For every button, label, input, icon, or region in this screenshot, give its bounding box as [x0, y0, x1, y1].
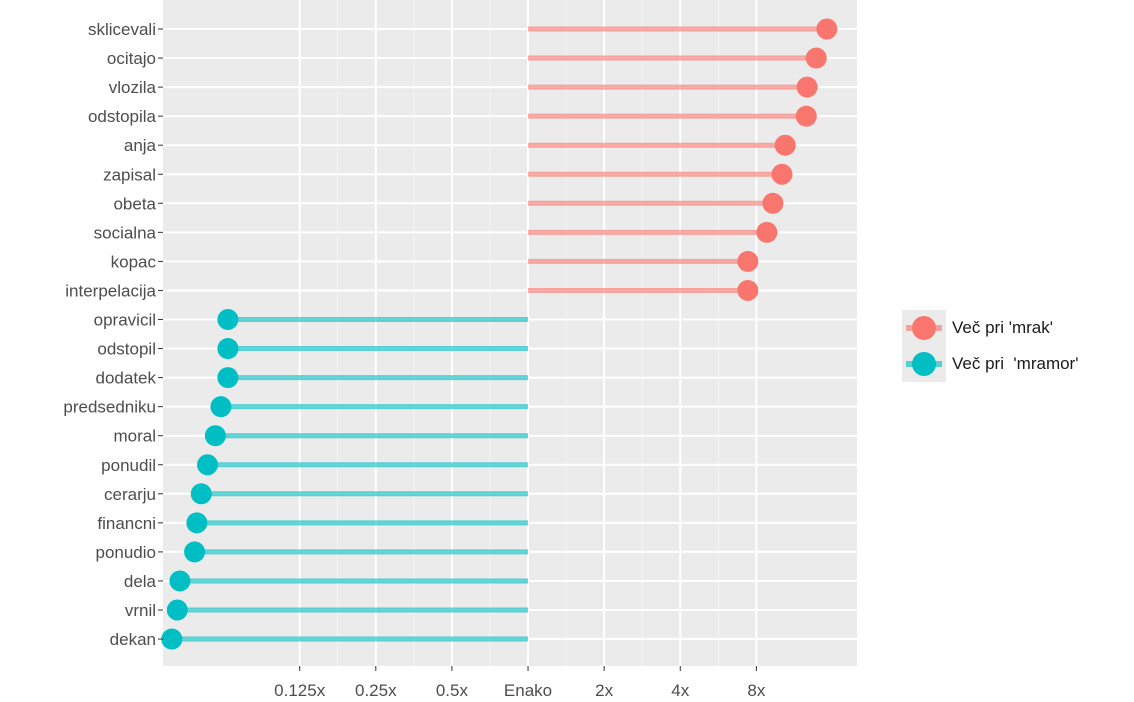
- y-axis-ticks: [158, 28, 163, 640]
- category-label: socialna: [94, 223, 157, 242]
- category-label: ocitajo: [107, 49, 156, 68]
- category-label: zapisal: [103, 165, 156, 184]
- category-label: anja: [124, 136, 157, 155]
- plot-panel: [163, 0, 857, 666]
- category-label: vrnil: [125, 601, 156, 620]
- lollipop-point-dela: [169, 570, 191, 592]
- x-tick-label: 0.25x: [355, 681, 397, 700]
- category-label: dela: [124, 572, 157, 591]
- lollipop-point-sklicevali: [816, 18, 838, 40]
- category-label: sklicevali: [88, 20, 156, 39]
- lollipop-point-cerarju: [190, 483, 212, 505]
- category-label: obeta: [113, 194, 156, 213]
- x-tick-label: Enako: [504, 681, 552, 700]
- category-label: opravicil: [94, 311, 156, 330]
- category-label: odstopil: [97, 340, 156, 359]
- lollipop-point-socialna: [756, 221, 778, 243]
- x-axis-labels: 0.125x 0.25x 0.5x Enako 2x 4x 8x: [274, 681, 766, 700]
- category-label: financni: [97, 514, 156, 533]
- legend-label-mramor: Več pri 'mramor': [952, 354, 1079, 373]
- lollipop-point-ponudio: [184, 541, 206, 563]
- category-label: kopac: [111, 252, 157, 271]
- category-label: ponudio: [95, 543, 156, 562]
- x-tick-label: 0.5x: [436, 681, 469, 700]
- legend-item-mramor: Več pri 'mramor': [902, 346, 1134, 382]
- lollipop-point-vrnil: [166, 599, 188, 621]
- lollipop-point-anja: [774, 134, 796, 156]
- category-label: moral: [113, 427, 156, 446]
- legend-key-mrak: [902, 310, 946, 346]
- lollipop-point-financni: [186, 512, 208, 534]
- lollipop-point-moral: [204, 425, 226, 447]
- category-label: ponudil: [101, 456, 156, 475]
- legend-key-mramor: [902, 346, 946, 382]
- lollipop-point-predsedniku: [210, 396, 232, 418]
- lollipop-point-obeta: [762, 192, 784, 214]
- legend-dot-mramor: [912, 352, 936, 376]
- x-tick-label: 2x: [595, 681, 613, 700]
- lollipop-point-odstopil: [217, 338, 239, 360]
- lollipop-stems: [171, 26, 827, 642]
- category-label: interpelacija: [65, 281, 156, 300]
- lollipop-point-vlozila: [796, 76, 818, 98]
- legend: Več pri 'mrak' Več pri 'mramor': [902, 310, 1134, 382]
- minor-gridlines: [337, 0, 719, 666]
- x-tick-label: 8x: [747, 681, 765, 700]
- x-axis-ticks: [299, 666, 757, 671]
- category-label: cerarju: [104, 485, 156, 504]
- category-label: dodatek: [96, 369, 157, 388]
- lollipop-point-opravicil: [217, 309, 239, 330]
- lollipop-point-zapisal: [771, 163, 793, 185]
- category-label: odstopila: [88, 107, 157, 126]
- category-label: vlozila: [109, 78, 157, 97]
- legend-label-mrak: Več pri 'mrak': [952, 318, 1053, 337]
- lollipop-point-interpelacija: [737, 279, 759, 301]
- lollipop-point-odstopila: [795, 105, 817, 127]
- lollipop-points: [161, 18, 838, 650]
- x-tick-label: 0.125x: [274, 681, 326, 700]
- lollipop-point-ocitajo: [805, 47, 827, 69]
- lollipop-point-ponudil: [197, 454, 219, 476]
- x-tick-label: 4x: [671, 681, 689, 700]
- y-axis-labels: sklicevali ocitajo vlozila odstopila anja zap…: [63, 20, 156, 649]
- lollipop-point-dekan: [161, 628, 183, 650]
- category-label: dekan: [110, 630, 156, 649]
- lollipop-point-kopac: [737, 250, 759, 272]
- lollipop-point-dodatek: [217, 367, 239, 389]
- legend-dot-mrak: [912, 316, 936, 340]
- category-label: predsedniku: [63, 398, 156, 417]
- legend-item-mrak: Več pri 'mrak': [902, 310, 1134, 346]
